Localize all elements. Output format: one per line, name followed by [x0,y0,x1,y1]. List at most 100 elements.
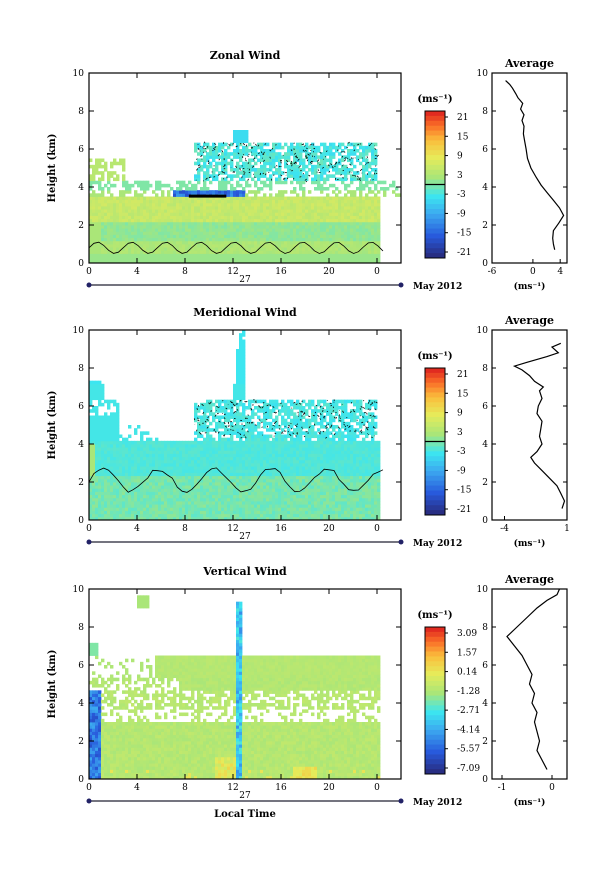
heatmap-cell [206,478,210,483]
heatmap-cell [236,393,240,397]
heatmap-cell [269,221,273,226]
heatmap-cell [92,497,96,502]
heatmap-cell [110,494,114,499]
heatmap-cell [299,202,303,207]
heatmap-cell [338,212,342,216]
heatmap-cell [347,256,351,261]
heatmap-cell [239,228,243,232]
heatmap-cell [209,491,213,496]
heatmap-cell [305,202,309,207]
heatmap-cell [179,218,183,223]
heatmap-cell [143,240,147,245]
heatmap-cell [221,234,225,239]
heatmap-cell [95,387,99,391]
heatmap-cell [227,431,231,435]
heatmap-cell [125,491,129,496]
heatmap-cell [329,259,333,264]
heatmap-cell [227,202,231,207]
heatmap-cell [392,180,396,185]
heatmap-cell [209,174,213,178]
heatmap-cell [362,215,366,220]
heatmap-cell [218,434,222,439]
heatmap-cell [182,209,186,213]
heatmap-cell [140,513,144,518]
heatmap-cell [317,240,321,245]
heatmap-cell [89,418,93,423]
heatmap-cell [110,237,114,242]
heatmap-cell [212,234,216,239]
heatmap-cell [158,497,162,502]
heatmap-cell [206,199,210,204]
heatmap-cell [101,507,105,511]
heatmap-cell [242,209,246,213]
heatmap-cell [296,256,300,261]
heatmap-cell [239,507,243,511]
heatmap-cell [374,149,378,153]
heatmap-cell [371,149,375,153]
heatmap-cell [275,247,279,251]
heatmap-cell [209,225,213,229]
heatmap-cell [242,174,246,178]
heatmap-cell [266,253,270,258]
heatmap-cell [173,212,177,216]
heatmap-cell [113,199,117,204]
heatmap-cell [251,218,255,223]
heatmap-cell [149,497,153,502]
heatmap-cell [146,513,150,518]
heatmap-cell [257,221,261,226]
heatmap-cell [197,142,201,147]
heatmap-cell [98,497,102,502]
heatmap-cell [122,225,126,229]
heatmap-cell [131,244,135,248]
heatmap-cell [176,491,180,496]
heatmap-cell [203,174,207,178]
heatmap-cell [107,256,111,261]
heatmap-cell [302,215,306,220]
heatmap-cell [236,380,240,385]
heatmap-cell [137,225,141,229]
heatmap-cell [158,494,162,499]
heatmap-cell [134,488,138,492]
heatmap-cell [131,253,135,258]
heatmap-cell [191,453,195,458]
heatmap-cell [212,513,216,518]
heatmap-cell [104,488,108,492]
heatmap-cell [143,447,147,451]
heatmap-cell [104,206,108,210]
heatmap-cell [350,196,354,201]
heatmap-cell [332,145,336,150]
heatmap-cell [344,155,348,159]
heatmap-cell [92,510,96,515]
heatmap-cell [89,459,93,464]
heatmap-cell [242,497,246,502]
heatmap-cell [191,475,195,480]
heatmap-cell [200,482,204,486]
heatmap-cell [113,488,117,492]
heatmap-cell [113,453,117,458]
heatmap-cell [233,228,237,232]
heatmap-cell [338,209,342,213]
heatmap-cell [365,259,369,264]
heatmap-cell [173,507,177,511]
heatmap-cell [92,501,96,505]
heatmap-cell [104,513,108,518]
heatmap-cell [314,244,318,248]
heatmap-cell [143,501,147,505]
heatmap-cell [95,456,99,461]
heatmap-cell [194,482,198,486]
heatmap-cell [218,409,222,413]
heatmap-cell [116,228,120,232]
heatmap-cell [287,209,291,213]
heatmap-cell [98,494,102,499]
heatmap-cell [341,202,345,207]
heatmap-cell [185,206,189,210]
heatmap-cell [233,497,237,502]
heatmap-cell [98,510,102,515]
heatmap-cell [104,253,108,258]
heatmap-cell [338,142,342,147]
heatmap-cell [299,218,303,223]
heatmap-cell [200,459,204,464]
heatmap-cell [227,253,231,258]
heatmap-cell [128,259,132,264]
heatmap-cell [239,349,243,353]
